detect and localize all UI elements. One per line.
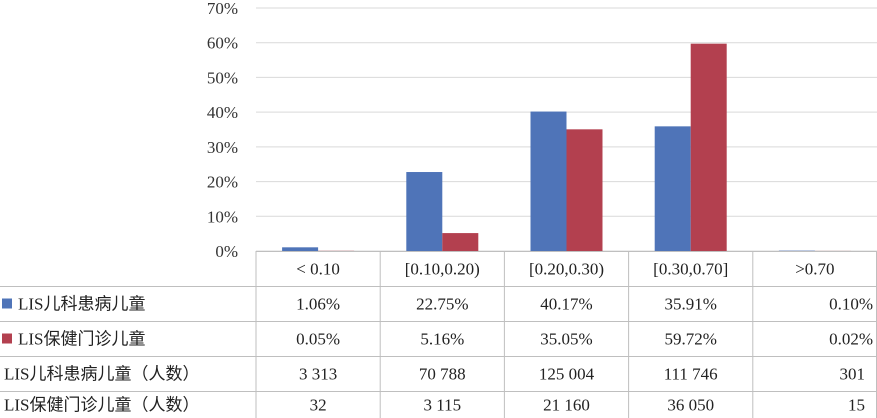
y-tick-label: 40%	[207, 103, 238, 122]
table-cell: 32	[310, 396, 327, 415]
data-label: 35.05%	[540, 330, 592, 349]
y-tick-label: 0%	[215, 242, 238, 261]
legend-swatch	[2, 298, 12, 309]
table-cell: 70 788	[419, 365, 466, 384]
legend-label: LIS儿科患病儿童	[18, 295, 146, 314]
legend-label: LIS保健门诊儿童	[18, 330, 146, 349]
y-tick-label: 50%	[207, 68, 238, 87]
y-tick-label: 20%	[207, 173, 238, 192]
data-label: 35.91%	[664, 295, 716, 314]
table-cell: 301	[840, 365, 866, 384]
bar-series-2	[442, 233, 479, 251]
table-cell: 36 050	[667, 396, 714, 415]
category-label: < 0.10	[296, 260, 340, 279]
category-label: [0.20,0.30)	[529, 260, 604, 279]
y-tick-label: 30%	[207, 138, 238, 157]
y-tick-label: 10%	[207, 207, 238, 226]
data-label: 22.75%	[416, 295, 468, 314]
table-cell: 111 746	[664, 365, 718, 384]
table-cell: 3 313	[299, 365, 337, 384]
bar-series-2	[690, 43, 727, 252]
category-label: >0.70	[795, 260, 834, 279]
data-label: 0.05%	[296, 330, 340, 349]
data-label: 0.02%	[829, 330, 873, 349]
table-cell: 3 115	[423, 396, 461, 415]
table-cell: 21 160	[543, 396, 590, 415]
data-label: 40.17%	[540, 295, 592, 314]
table-cell: 15	[848, 396, 865, 415]
bar-series-2	[566, 129, 603, 251]
y-tick-label: 60%	[207, 34, 238, 53]
y-tick-label: 70%	[207, 0, 238, 18]
legend-swatch	[2, 333, 12, 344]
bar-series-1	[282, 247, 319, 251]
category-label: [0.30,0.70]	[653, 260, 728, 279]
bar-series-1	[530, 111, 567, 252]
data-label: 5.16%	[420, 330, 464, 349]
data-label: 59.72%	[664, 330, 716, 349]
table-row-label: LIS儿科患病儿童（人数）	[4, 365, 200, 384]
table-row-label: LIS保健门诊儿童（人数）	[4, 396, 200, 415]
bar-series-1	[406, 172, 443, 251]
data-label: 0.10%	[829, 295, 873, 314]
data-label: 1.06%	[296, 295, 340, 314]
category-label: [0.10,0.20)	[405, 260, 480, 279]
table-cell: 125 004	[539, 365, 595, 384]
bar-series-1	[654, 126, 691, 251]
